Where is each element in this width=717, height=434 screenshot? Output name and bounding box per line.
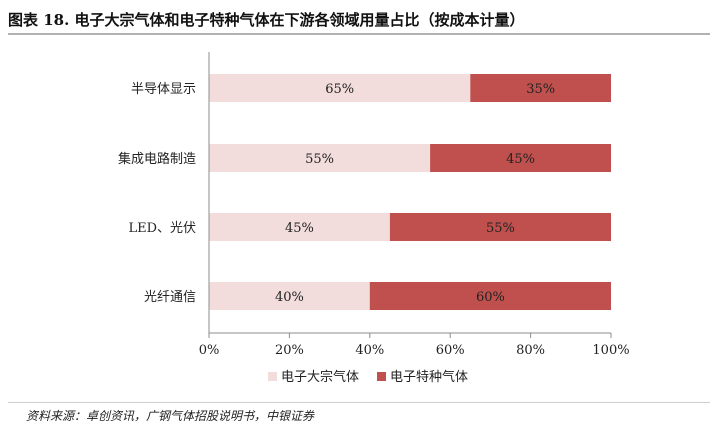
bar-segment-1-3 <box>209 213 390 241</box>
legend-swatch-2 <box>377 372 387 381</box>
data-label: 65% <box>325 82 354 97</box>
x-tick-label: 20% <box>275 343 304 358</box>
bar-segment-2-2 <box>430 144 611 172</box>
category-label: 光纤通信 <box>144 290 196 305</box>
legend-label-2: 电子特种气体 <box>390 369 468 385</box>
x-tick-label: 40% <box>355 343 384 358</box>
legend-label-1: 电子大宗气体 <box>281 369 359 385</box>
footer-divider <box>8 402 710 403</box>
x-tick-label: 0% <box>199 343 220 358</box>
bar-segment-2-4 <box>369 282 611 310</box>
source-note: 资料来源：卓创资讯，广钢气体招股说明书，中银证券 <box>26 409 315 423</box>
bar-segment-2-3 <box>389 213 611 241</box>
x-tick-label: 100% <box>592 343 629 358</box>
data-label: 35% <box>526 82 555 97</box>
data-label: 45% <box>285 221 314 236</box>
bar-segment-1-2 <box>209 144 431 172</box>
x-tick-label: 80% <box>516 343 545 358</box>
bar-segment-2-1 <box>470 74 611 102</box>
bar-segment-1-4 <box>209 282 370 310</box>
data-label: 45% <box>506 152 535 167</box>
category-label: 半导体显示 <box>131 82 196 97</box>
bar-segment-1-1 <box>209 74 471 102</box>
chart-title: 图表 18. 电子大宗气体和电子特种气体在下游各领域用量占比（按成本计量） <box>8 11 525 29</box>
category-label: LED、光伏 <box>128 221 196 236</box>
data-label: 55% <box>486 221 515 236</box>
data-label: 40% <box>275 290 304 305</box>
data-label: 60% <box>476 290 505 305</box>
bars-layer: 65% 35% 55% 45% 45% 55% 40% 60% <box>209 74 611 310</box>
legend: 电子大宗气体 电子特种气体 <box>268 369 468 385</box>
legend-swatch-1 <box>268 372 277 381</box>
title-divider <box>8 33 710 35</box>
x-tick-label: 60% <box>436 343 465 358</box>
category-label: 集成电路制造 <box>118 151 196 167</box>
data-label: 55% <box>305 152 334 167</box>
